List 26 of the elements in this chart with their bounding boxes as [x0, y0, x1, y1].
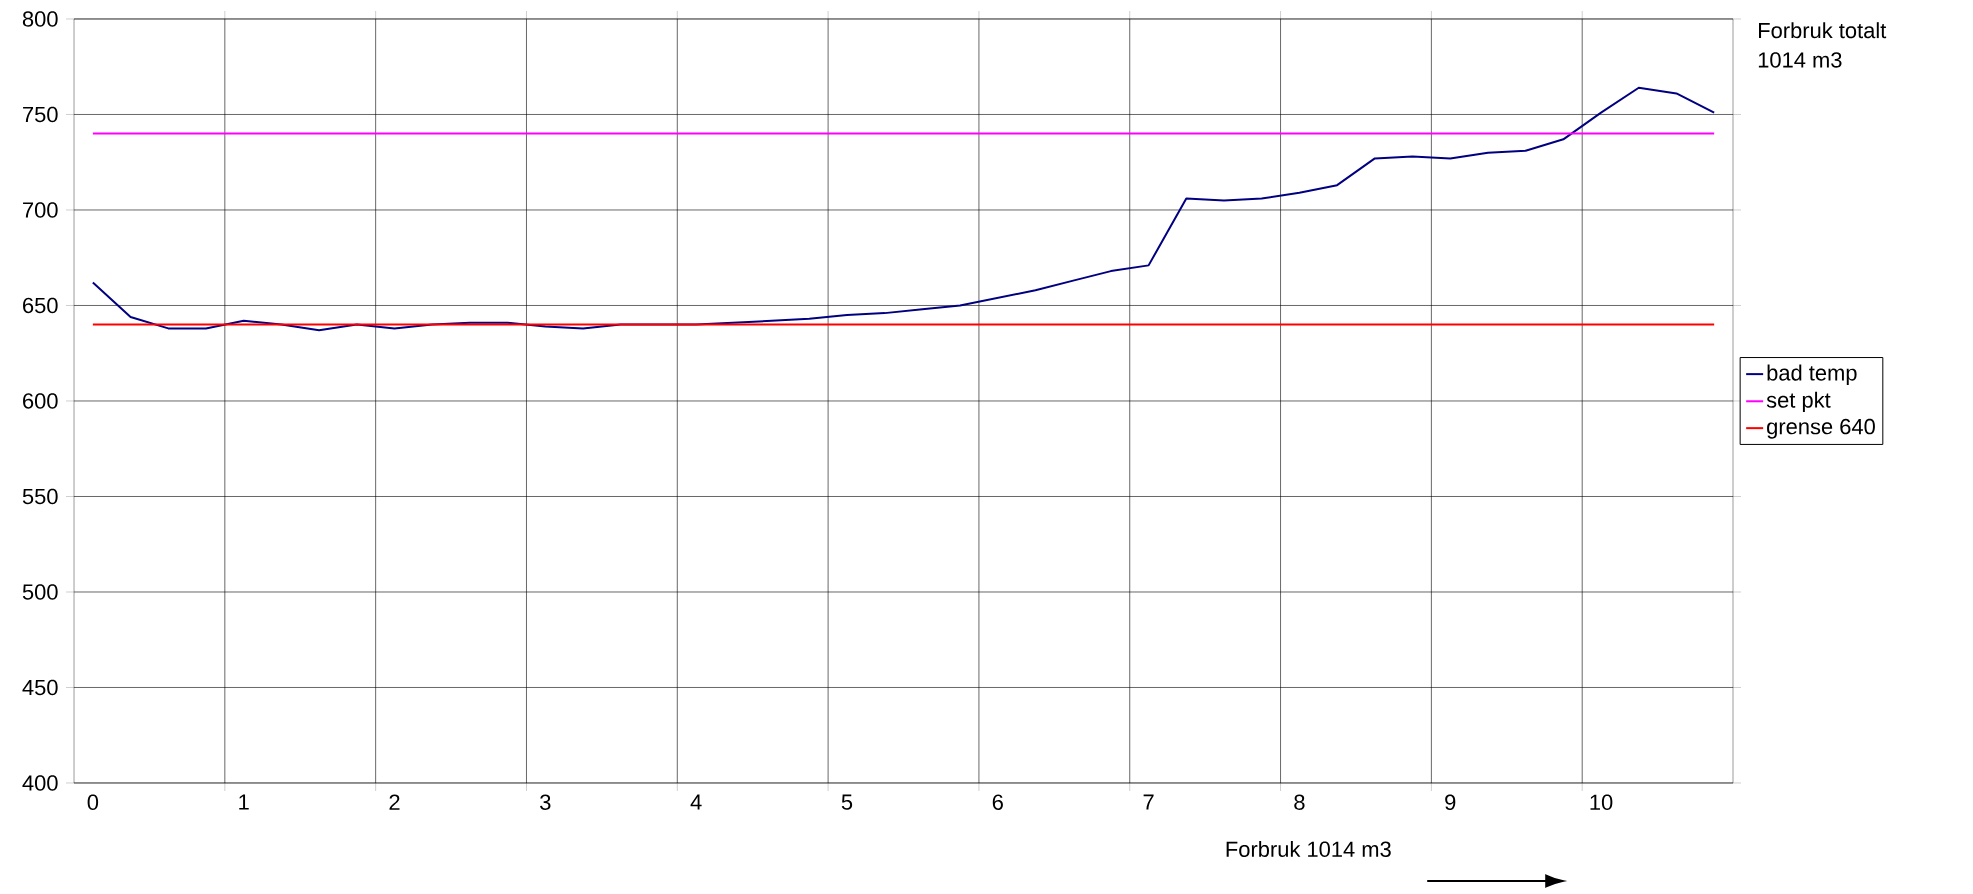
legend-label: grense 640 — [1767, 418, 1875, 439]
x-tick-label: 0 — [87, 794, 99, 811]
y-tick-label: 400 — [22, 775, 58, 791]
legend-label: bad temp — [1767, 364, 1857, 385]
x-tick-label: 4 — [690, 794, 702, 810]
y-tick-label: 800 — [22, 11, 58, 27]
text: Forbruk totalt — [1759, 22, 1887, 39]
x-tick-label: 9 — [1445, 794, 1456, 811]
y-tick-label: 650 — [23, 297, 58, 314]
x-tick-label: 3 — [540, 794, 551, 811]
y-tick-label: 750 — [23, 106, 58, 123]
x-tick-label: 8 — [1294, 794, 1305, 811]
y-tick-label: 600 — [23, 393, 58, 409]
x-tick-label: 7 — [1143, 794, 1154, 810]
x-tick-label: 1 — [239, 794, 249, 810]
x-axis-title: Forbruk 1014 m3 — [1226, 840, 1391, 858]
text: 1014 m3 — [1758, 52, 1842, 68]
x-tick-label: 6 — [992, 794, 1003, 811]
y-tick-label: 500 — [22, 584, 58, 600]
y-tick-label: 450 — [22, 679, 58, 696]
x-tick-label: 5 — [841, 794, 853, 810]
x-tick-label: 10 — [1590, 794, 1613, 811]
x-tick-label: 2 — [389, 794, 400, 810]
y-tick-label: 700 — [23, 202, 58, 218]
y-tick-label: 550 — [22, 488, 58, 505]
legend-label: set pkt — [1766, 391, 1831, 413]
